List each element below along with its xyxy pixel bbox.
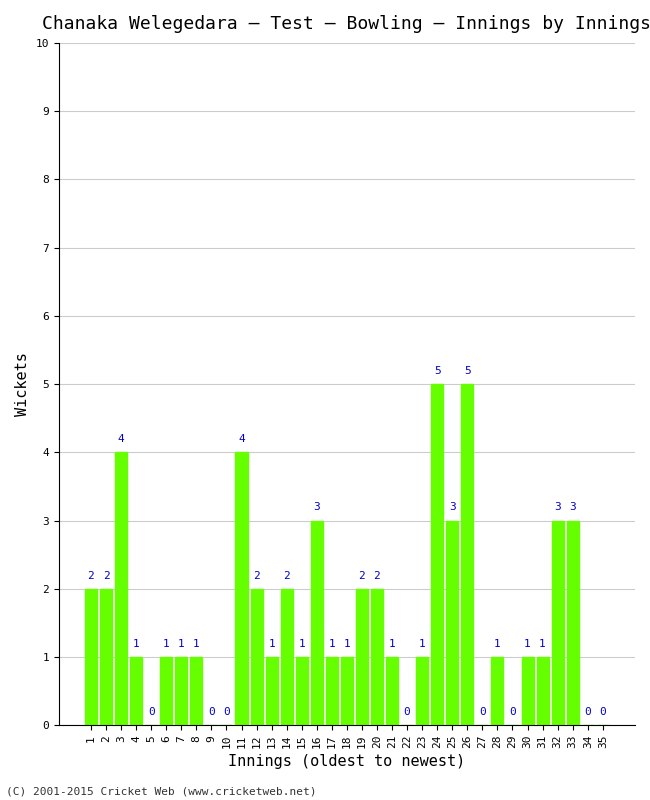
Bar	[552, 521, 564, 726]
Text: 0: 0	[584, 707, 591, 717]
Text: 1: 1	[540, 639, 546, 649]
Bar	[371, 589, 383, 726]
Bar	[281, 589, 292, 726]
Bar	[190, 657, 202, 726]
Bar	[341, 657, 353, 726]
Text: 1: 1	[193, 639, 200, 649]
Text: 2: 2	[254, 570, 260, 581]
X-axis label: Innings (oldest to newest): Innings (oldest to newest)	[228, 754, 465, 769]
Bar	[176, 657, 187, 726]
Bar	[416, 657, 428, 726]
Bar	[250, 589, 263, 726]
Text: 3: 3	[449, 502, 456, 512]
Text: 1: 1	[268, 639, 275, 649]
Text: 0: 0	[599, 707, 606, 717]
Text: 3: 3	[554, 502, 561, 512]
Text: 4: 4	[118, 434, 124, 444]
Bar	[356, 589, 368, 726]
Bar	[447, 521, 458, 726]
Text: 0: 0	[479, 707, 486, 717]
Text: 3: 3	[313, 502, 320, 512]
Text: 2: 2	[283, 570, 290, 581]
Text: 1: 1	[133, 639, 140, 649]
Text: 0: 0	[509, 707, 516, 717]
Bar	[462, 384, 473, 726]
Bar	[386, 657, 398, 726]
Text: 1: 1	[494, 639, 500, 649]
Text: 1: 1	[343, 639, 350, 649]
Text: 2: 2	[88, 570, 94, 581]
Bar	[85, 589, 97, 726]
Text: 1: 1	[328, 639, 335, 649]
Bar	[326, 657, 338, 726]
Title: Chanaka Welegedara – Test – Bowling – Innings by Innings: Chanaka Welegedara – Test – Bowling – In…	[42, 15, 650, 33]
Bar	[235, 452, 248, 726]
Text: 1: 1	[163, 639, 170, 649]
Text: (C) 2001-2015 Cricket Web (www.cricketweb.net): (C) 2001-2015 Cricket Web (www.cricketwe…	[6, 786, 317, 796]
Text: 0: 0	[148, 707, 155, 717]
Y-axis label: Wickets: Wickets	[15, 352, 30, 416]
Text: 5: 5	[434, 366, 441, 376]
Text: 0: 0	[404, 707, 411, 717]
Bar	[100, 589, 112, 726]
Text: 3: 3	[569, 502, 576, 512]
Text: 1: 1	[178, 639, 185, 649]
Text: 1: 1	[524, 639, 531, 649]
Bar	[567, 521, 578, 726]
Text: 4: 4	[238, 434, 245, 444]
Text: 2: 2	[374, 570, 380, 581]
Text: 0: 0	[208, 707, 214, 717]
Bar	[161, 657, 172, 726]
Bar	[491, 657, 504, 726]
Bar	[536, 657, 549, 726]
Bar	[521, 657, 534, 726]
Text: 2: 2	[103, 570, 109, 581]
Text: 5: 5	[464, 366, 471, 376]
Bar	[311, 521, 323, 726]
Bar	[266, 657, 278, 726]
Text: 1: 1	[419, 639, 426, 649]
Bar	[296, 657, 307, 726]
Bar	[431, 384, 443, 726]
Text: 1: 1	[389, 639, 395, 649]
Text: 2: 2	[359, 570, 365, 581]
Bar	[115, 452, 127, 726]
Bar	[130, 657, 142, 726]
Text: 1: 1	[298, 639, 305, 649]
Text: 0: 0	[223, 707, 230, 717]
